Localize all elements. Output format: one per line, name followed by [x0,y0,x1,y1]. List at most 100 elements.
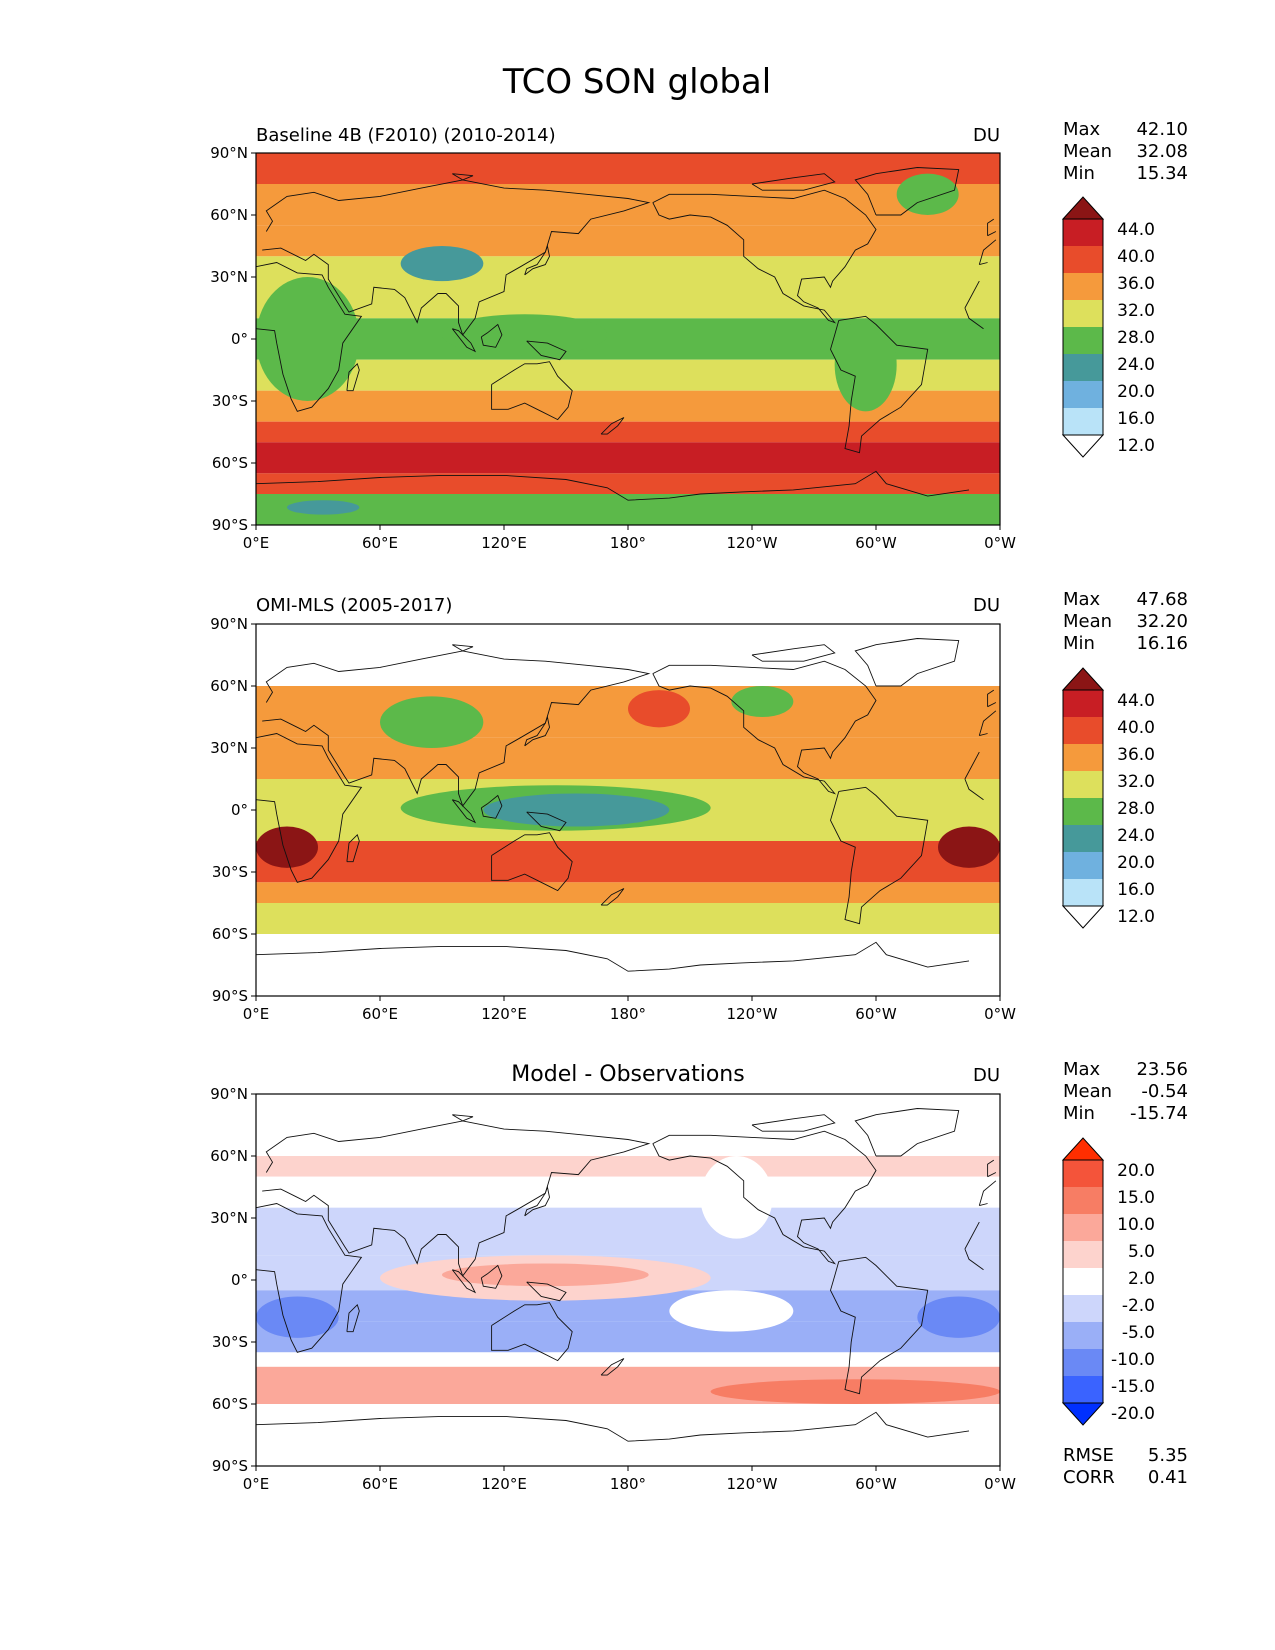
colorbar-tick-label: 20.0 [1117,853,1155,873]
y-tick-label: 60°S [212,925,248,943]
x-tick-label: 0°W [984,534,1016,552]
stat-min-value: -15.74 [1130,1103,1188,1124]
colorbar-tick-label: 5.0 [1128,1242,1155,1262]
x-tick-label: 120°E [481,1005,527,1023]
coastline [491,1302,573,1362]
field-feature [483,793,670,827]
colorbar-tick-label: 10.0 [1117,1215,1155,1235]
x-tick-label: 120°E [481,1475,527,1493]
coastlines [256,1108,997,1442]
colorbar: 44.0 40.0 36.0 32.0 28.0 24.0 20.0 16.0 12.0 [1061,196,1155,458]
y-tick-label: 30°S [212,1333,248,1351]
panel-baseline: Baseline 4B (F2010) (2010-2014) DU 90°N 6… [210,119,1188,552]
x-axis: 0°E 60°E 120°E 180° 120°W 60°W 0°W [243,525,1016,552]
coastline [256,470,970,501]
coastlines [256,638,997,972]
zonal-band [256,256,1000,319]
colorbar-segment [1063,327,1103,354]
coastline [451,328,477,353]
x-tick-label: 60°W [855,534,897,552]
x-axis: 0°E 60°E 120°E 180° 120°W 60°W 0°W [243,1466,1016,1493]
colorbar: 44.0 40.0 36.0 32.0 28.0 24.0 20.0 16.0 12.0 [1061,667,1155,929]
coastline [652,1130,877,1265]
x-tick-label: 0°E [243,1005,270,1023]
coastline [987,1159,997,1178]
y-tick-label: 90°S [212,516,248,534]
colorbar-tick-label: 2.0 [1128,1269,1155,1289]
colorbar-tick-label: 16.0 [1117,880,1155,900]
x-tick-label: 0°W [984,1475,1016,1493]
colorbar-tick-label: 16.0 [1117,409,1155,429]
zonal-band [256,841,1000,883]
coastline [256,941,970,972]
colorbar-tick-label: -5.0 [1122,1323,1155,1343]
stats-box: Max 42.10 Mean 32.08 Min 15.34 [1063,119,1188,184]
colorbar-frame [1062,689,1104,907]
colorbar-segment [1063,1187,1103,1214]
x-tick-label: 60°W [855,1005,897,1023]
x-axis: 0°E 60°E 120°E 180° 120°W 60°W 0°W [243,996,1016,1023]
coastline [987,689,997,708]
y-tick-label: 90°N [210,615,248,633]
coastline [526,340,567,361]
stat-max-label: Max [1063,1059,1101,1080]
x-tick-label: 180° [610,534,646,552]
x-tick-label: 60°W [855,1475,897,1493]
stat-min-label: Min [1063,163,1095,184]
coastline [262,179,997,336]
colorbar-frame [1062,1159,1104,1404]
colorbar-segment [1063,1241,1103,1268]
colorbar-tick-label: 12.0 [1117,907,1155,927]
y-tick-label: 30°S [212,863,248,881]
field-feature [442,314,608,356]
map-field [256,153,1000,525]
coastline [346,362,360,392]
colorbar-tick-label: -10.0 [1111,1350,1155,1370]
panel-title: OMI-MLS (2005-2017) [256,595,452,616]
stat-min-label: Min [1063,1103,1095,1124]
x-tick-label: 120°W [727,1005,778,1023]
stat-mean-value: 32.20 [1136,611,1188,632]
zonal-band [256,1156,1000,1177]
rmse-label: RMSE [1063,1445,1114,1466]
colorbar-tick-label: 40.0 [1117,247,1155,267]
x-tick-label: 180° [610,1005,646,1023]
colorbar-segment [1063,825,1103,852]
colorbar-segment [1063,1376,1103,1403]
colorbar-tick-label: 20.0 [1117,1161,1155,1181]
colorbar-tick-label: 32.0 [1117,772,1155,792]
coastline [854,1108,960,1157]
colorbar-segment [1063,300,1103,327]
colorbar-segment [1063,354,1103,381]
coastline [452,644,474,652]
colorbar-tick-label: 24.0 [1117,355,1155,375]
coastline [480,794,503,819]
colorbar-tick-label: 20.0 [1117,382,1155,402]
stat-mean-label: Mean [1063,1081,1112,1102]
colorbar-extend-min [1061,1402,1105,1426]
corr-label: CORR [1063,1467,1115,1488]
coastline [451,799,477,824]
coastline [451,1269,477,1294]
field-feature [710,1379,1000,1404]
coastline [452,1114,474,1122]
zonal-band [256,737,1000,779]
stats-box: Max 47.68 Mean 32.20 Min 16.16 [1063,589,1188,654]
coastline [830,315,929,454]
stat-max-value: 47.68 [1136,589,1188,610]
y-tick-label: 90°S [212,987,248,1005]
colorbar-segment [1063,771,1103,798]
coastline [262,650,997,807]
units-label: DU [973,125,1000,146]
colorbar-tick-label: 28.0 [1117,799,1155,819]
field-feature [834,318,897,412]
stat-mean-label: Mean [1063,611,1112,632]
coastline [987,218,997,237]
y-tick-label: 0° [231,1271,248,1289]
field-feature [441,1263,649,1287]
colorbar-tick-label: -15.0 [1111,1377,1155,1397]
stat-max-label: Max [1063,119,1101,140]
stat-max-value: 23.56 [1136,1059,1188,1080]
zonal-band [256,421,1000,443]
stat-mean-value: -0.54 [1141,1081,1188,1102]
